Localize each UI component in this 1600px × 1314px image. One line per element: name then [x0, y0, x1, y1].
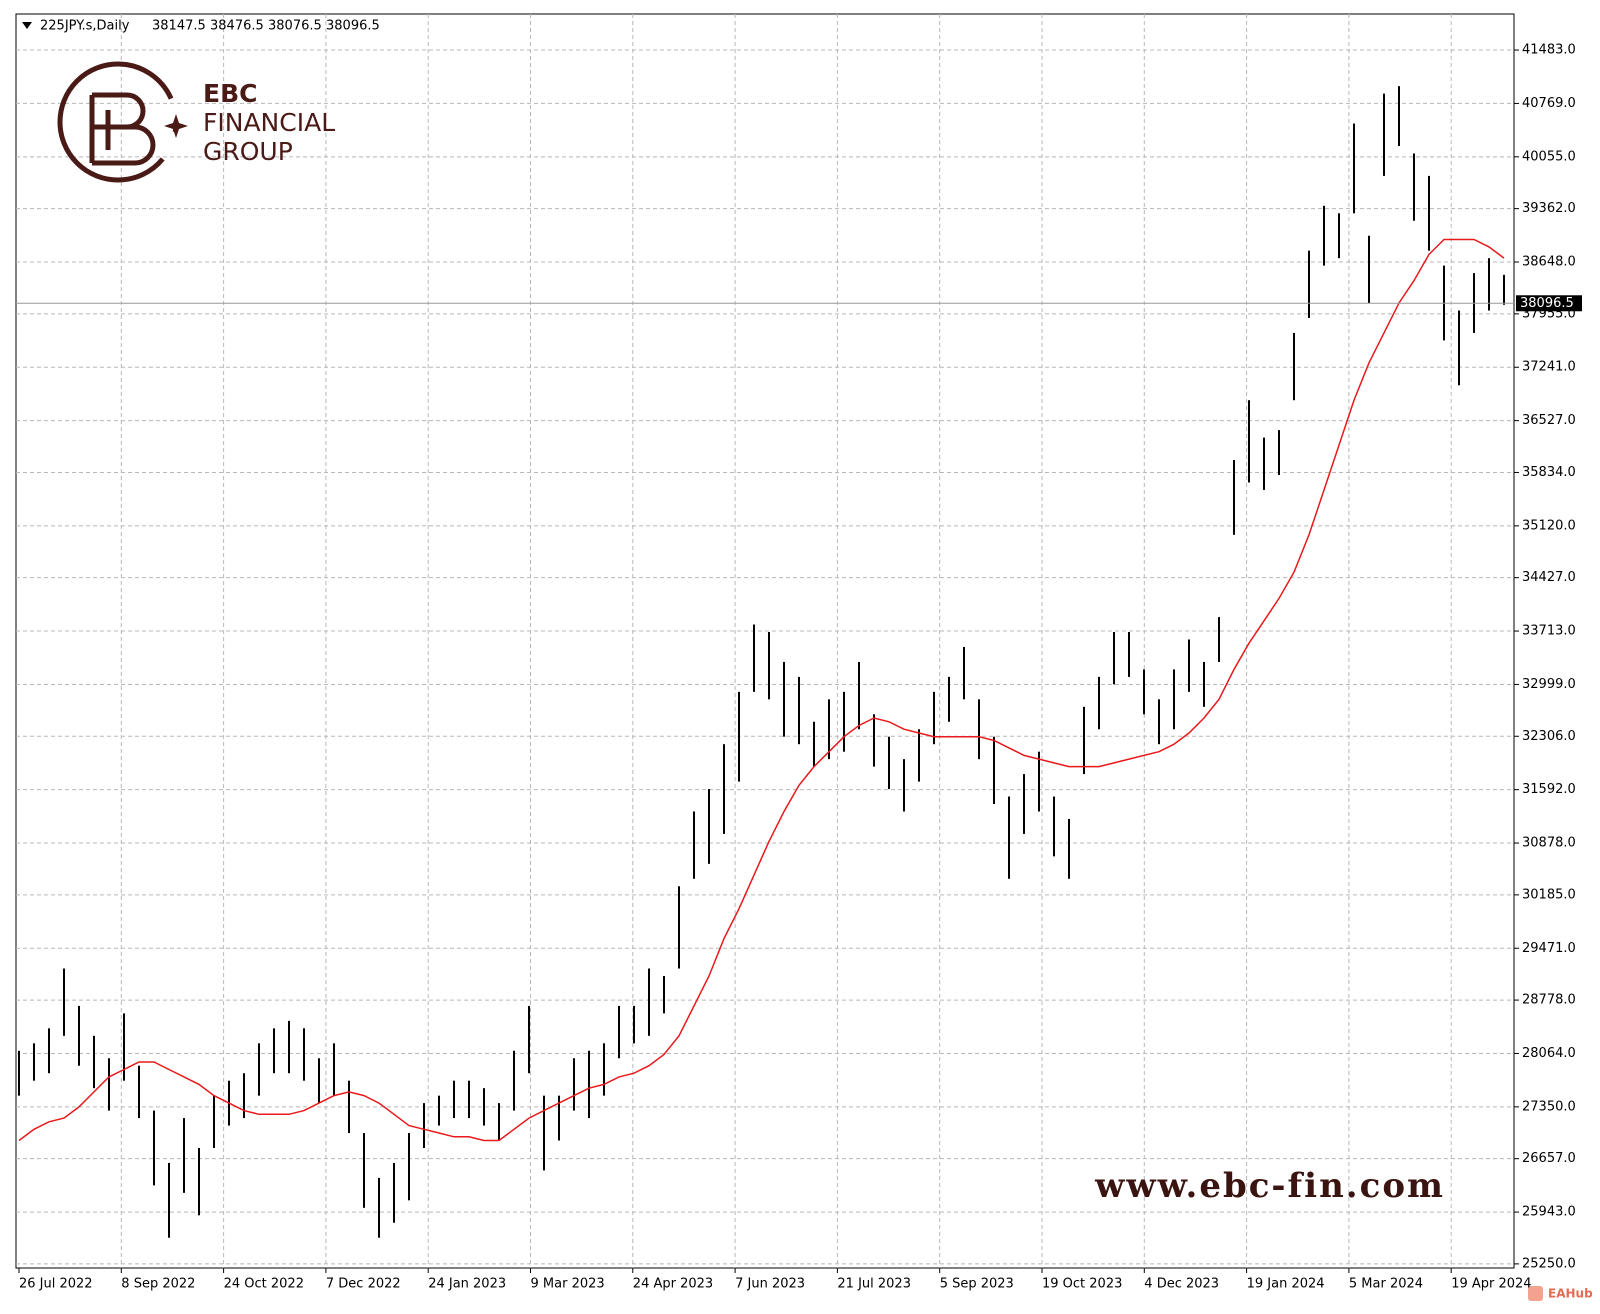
- x-tick-label: 26 Jul 2022: [19, 1277, 93, 1292]
- y-tick-label: 27350.0: [1522, 1099, 1576, 1114]
- x-tick-label: 9 Mar 2023: [531, 1277, 605, 1292]
- menu-triangle[interactable]: [22, 22, 32, 29]
- ohlc-value: 38147.5: [152, 19, 206, 34]
- x-tick-label: 19 Apr 2024: [1451, 1277, 1531, 1292]
- y-tick-label: 32999.0: [1522, 677, 1576, 692]
- y-tick-label: 28778.0: [1522, 993, 1576, 1008]
- marks: [18, 86, 1505, 1238]
- x-tick-label: 19 Jan 2024: [1247, 1277, 1325, 1292]
- x-tick-label: 24 Apr 2023: [633, 1277, 713, 1292]
- ohlc-value: 38096.5: [326, 19, 380, 34]
- ohlc-value: 38476.5: [210, 19, 264, 34]
- y-tick-label: 40769.0: [1522, 96, 1576, 111]
- y-tick-label: 30185.0: [1522, 887, 1576, 902]
- x-tick-label: 19 Oct 2023: [1042, 1277, 1122, 1292]
- y-tick-label: 34427.0: [1522, 570, 1576, 585]
- logo-line1: FINANCIAL: [203, 108, 335, 137]
- price-box: [1516, 295, 1582, 312]
- y-tick-label: 37241.0: [1522, 360, 1576, 375]
- logo-text: EBC: [203, 79, 257, 108]
- x-tick-label: 7 Dec 2022: [326, 1277, 401, 1292]
- y-tick-label: 39362.0: [1522, 201, 1576, 216]
- plot-frame: [15, 13, 1515, 1269]
- logo-star: [164, 114, 188, 138]
- y-tick-label: 29471.0: [1522, 941, 1576, 956]
- ohlc-value: 38076.5: [268, 19, 322, 34]
- y-tick-label: 35834.0: [1522, 465, 1576, 480]
- y-tick-label: 38648.0: [1522, 255, 1576, 270]
- x-tick-label: 8 Sep 2022: [121, 1277, 195, 1292]
- y-tick-label: 33713.0: [1522, 624, 1576, 639]
- y-tick-label: 30878.0: [1522, 836, 1576, 851]
- y-tick-label: 36527.0: [1522, 413, 1576, 428]
- x-tick-label: 5 Sep 2023: [940, 1277, 1014, 1292]
- y-tick-label: 26657.0: [1522, 1151, 1576, 1166]
- chart-title: 225JPY.s,Daily: [40, 19, 130, 34]
- y-tick-label: 32306.0: [1522, 729, 1576, 744]
- x-tick-label: 21 Jul 2023: [837, 1277, 911, 1292]
- y-tick-label: 40055.0: [1522, 149, 1576, 164]
- y-tick-label: 41483.0: [1522, 43, 1576, 58]
- ohlc-readout: 38147.5 38476.5 38076.5 38096.5: [152, 19, 380, 34]
- x-tick-label: 7 Jun 2023: [735, 1277, 805, 1292]
- grid: [16, 14, 1514, 1268]
- y-tick-label: 28064.0: [1522, 1046, 1576, 1061]
- logo-line2: GROUP: [203, 137, 293, 166]
- y-tick-label: 31592.0: [1522, 782, 1576, 797]
- moving-average: [18, 238, 1505, 1142]
- watermark: www.ebc-fin.com: [1094, 1166, 1445, 1206]
- x-tick-label: 4 Dec 2023: [1144, 1277, 1219, 1292]
- price-label: 38096.5: [1520, 296, 1574, 311]
- badge: EAHub: [1548, 1287, 1593, 1301]
- y-tick-label: 25943.0: [1522, 1205, 1576, 1220]
- logo-mark: [89, 92, 156, 166]
- badge-icon: [1528, 1286, 1543, 1301]
- x-tick-label: 5 Mar 2024: [1349, 1277, 1423, 1292]
- y-tick-label: 25250.0: [1522, 1256, 1576, 1271]
- x-tick-label: 24 Oct 2022: [224, 1277, 304, 1292]
- y-tick-label: 35120.0: [1522, 518, 1576, 533]
- x-tick-label: 24 Jan 2023: [428, 1277, 506, 1292]
- logo: [57, 61, 188, 183]
